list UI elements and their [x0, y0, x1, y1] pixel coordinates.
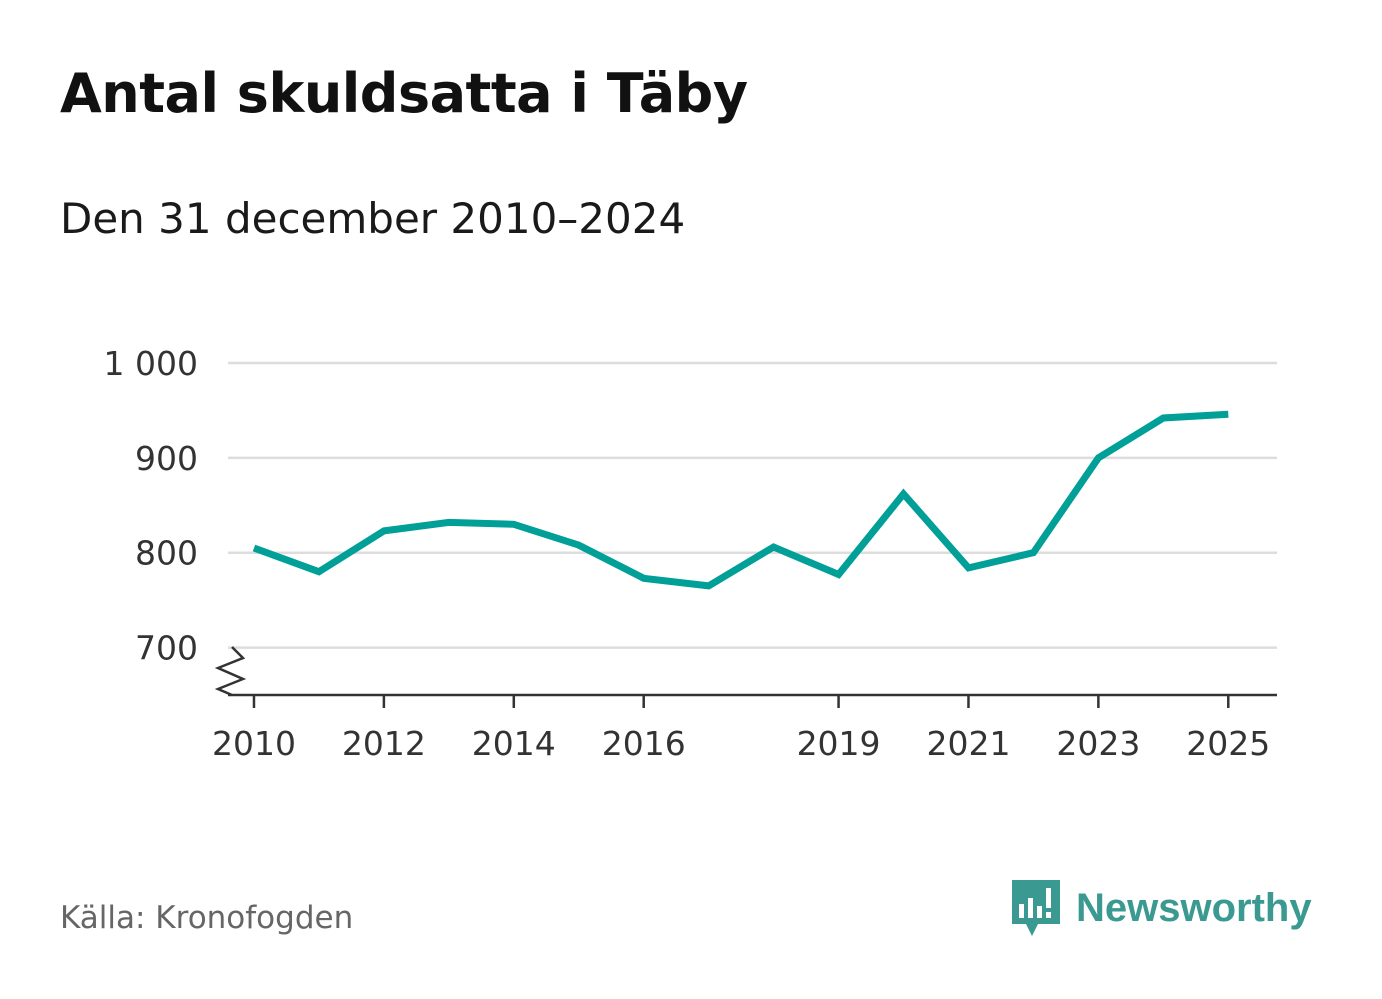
series-line-0 — [252, 410, 1229, 590]
line-chart: 700 800 900 1 000 2010 2012 2014 2016 2019 2021 20… — [104, 344, 1277, 763]
y-tick-label-800: 800 — [135, 534, 198, 573]
brand-logo: Newsworthy — [1010, 878, 1312, 938]
chart-title: Antal skuldsatta i Täby — [60, 62, 748, 125]
y-tick-label-700: 700 — [135, 629, 198, 668]
x-tick-label-2019: 2019 — [797, 724, 881, 763]
newsworthy-logo-icon — [1012, 880, 1060, 936]
y-axis-break-mark — [214, 646, 247, 697]
chart-subtitle: Den 31 december 2010–2024 — [60, 194, 686, 243]
x-tick-label-2010: 2010 — [212, 724, 296, 763]
y-tick-label-1000: 1 000 — [104, 344, 198, 383]
source-note: Källa: Kronofogden — [60, 900, 354, 936]
x-tick-label-2016: 2016 — [602, 724, 686, 763]
x-tick-label-2023: 2023 — [1056, 724, 1140, 763]
x-tick-label-2014: 2014 — [472, 724, 556, 763]
x-tick-label-2021: 2021 — [926, 724, 1010, 763]
y-tick-label-900: 900 — [135, 439, 198, 478]
x-tick-label-2012: 2012 — [342, 724, 426, 763]
x-tick-label-2025: 2025 — [1186, 724, 1270, 763]
brand-name: Newsworthy — [1076, 885, 1312, 930]
